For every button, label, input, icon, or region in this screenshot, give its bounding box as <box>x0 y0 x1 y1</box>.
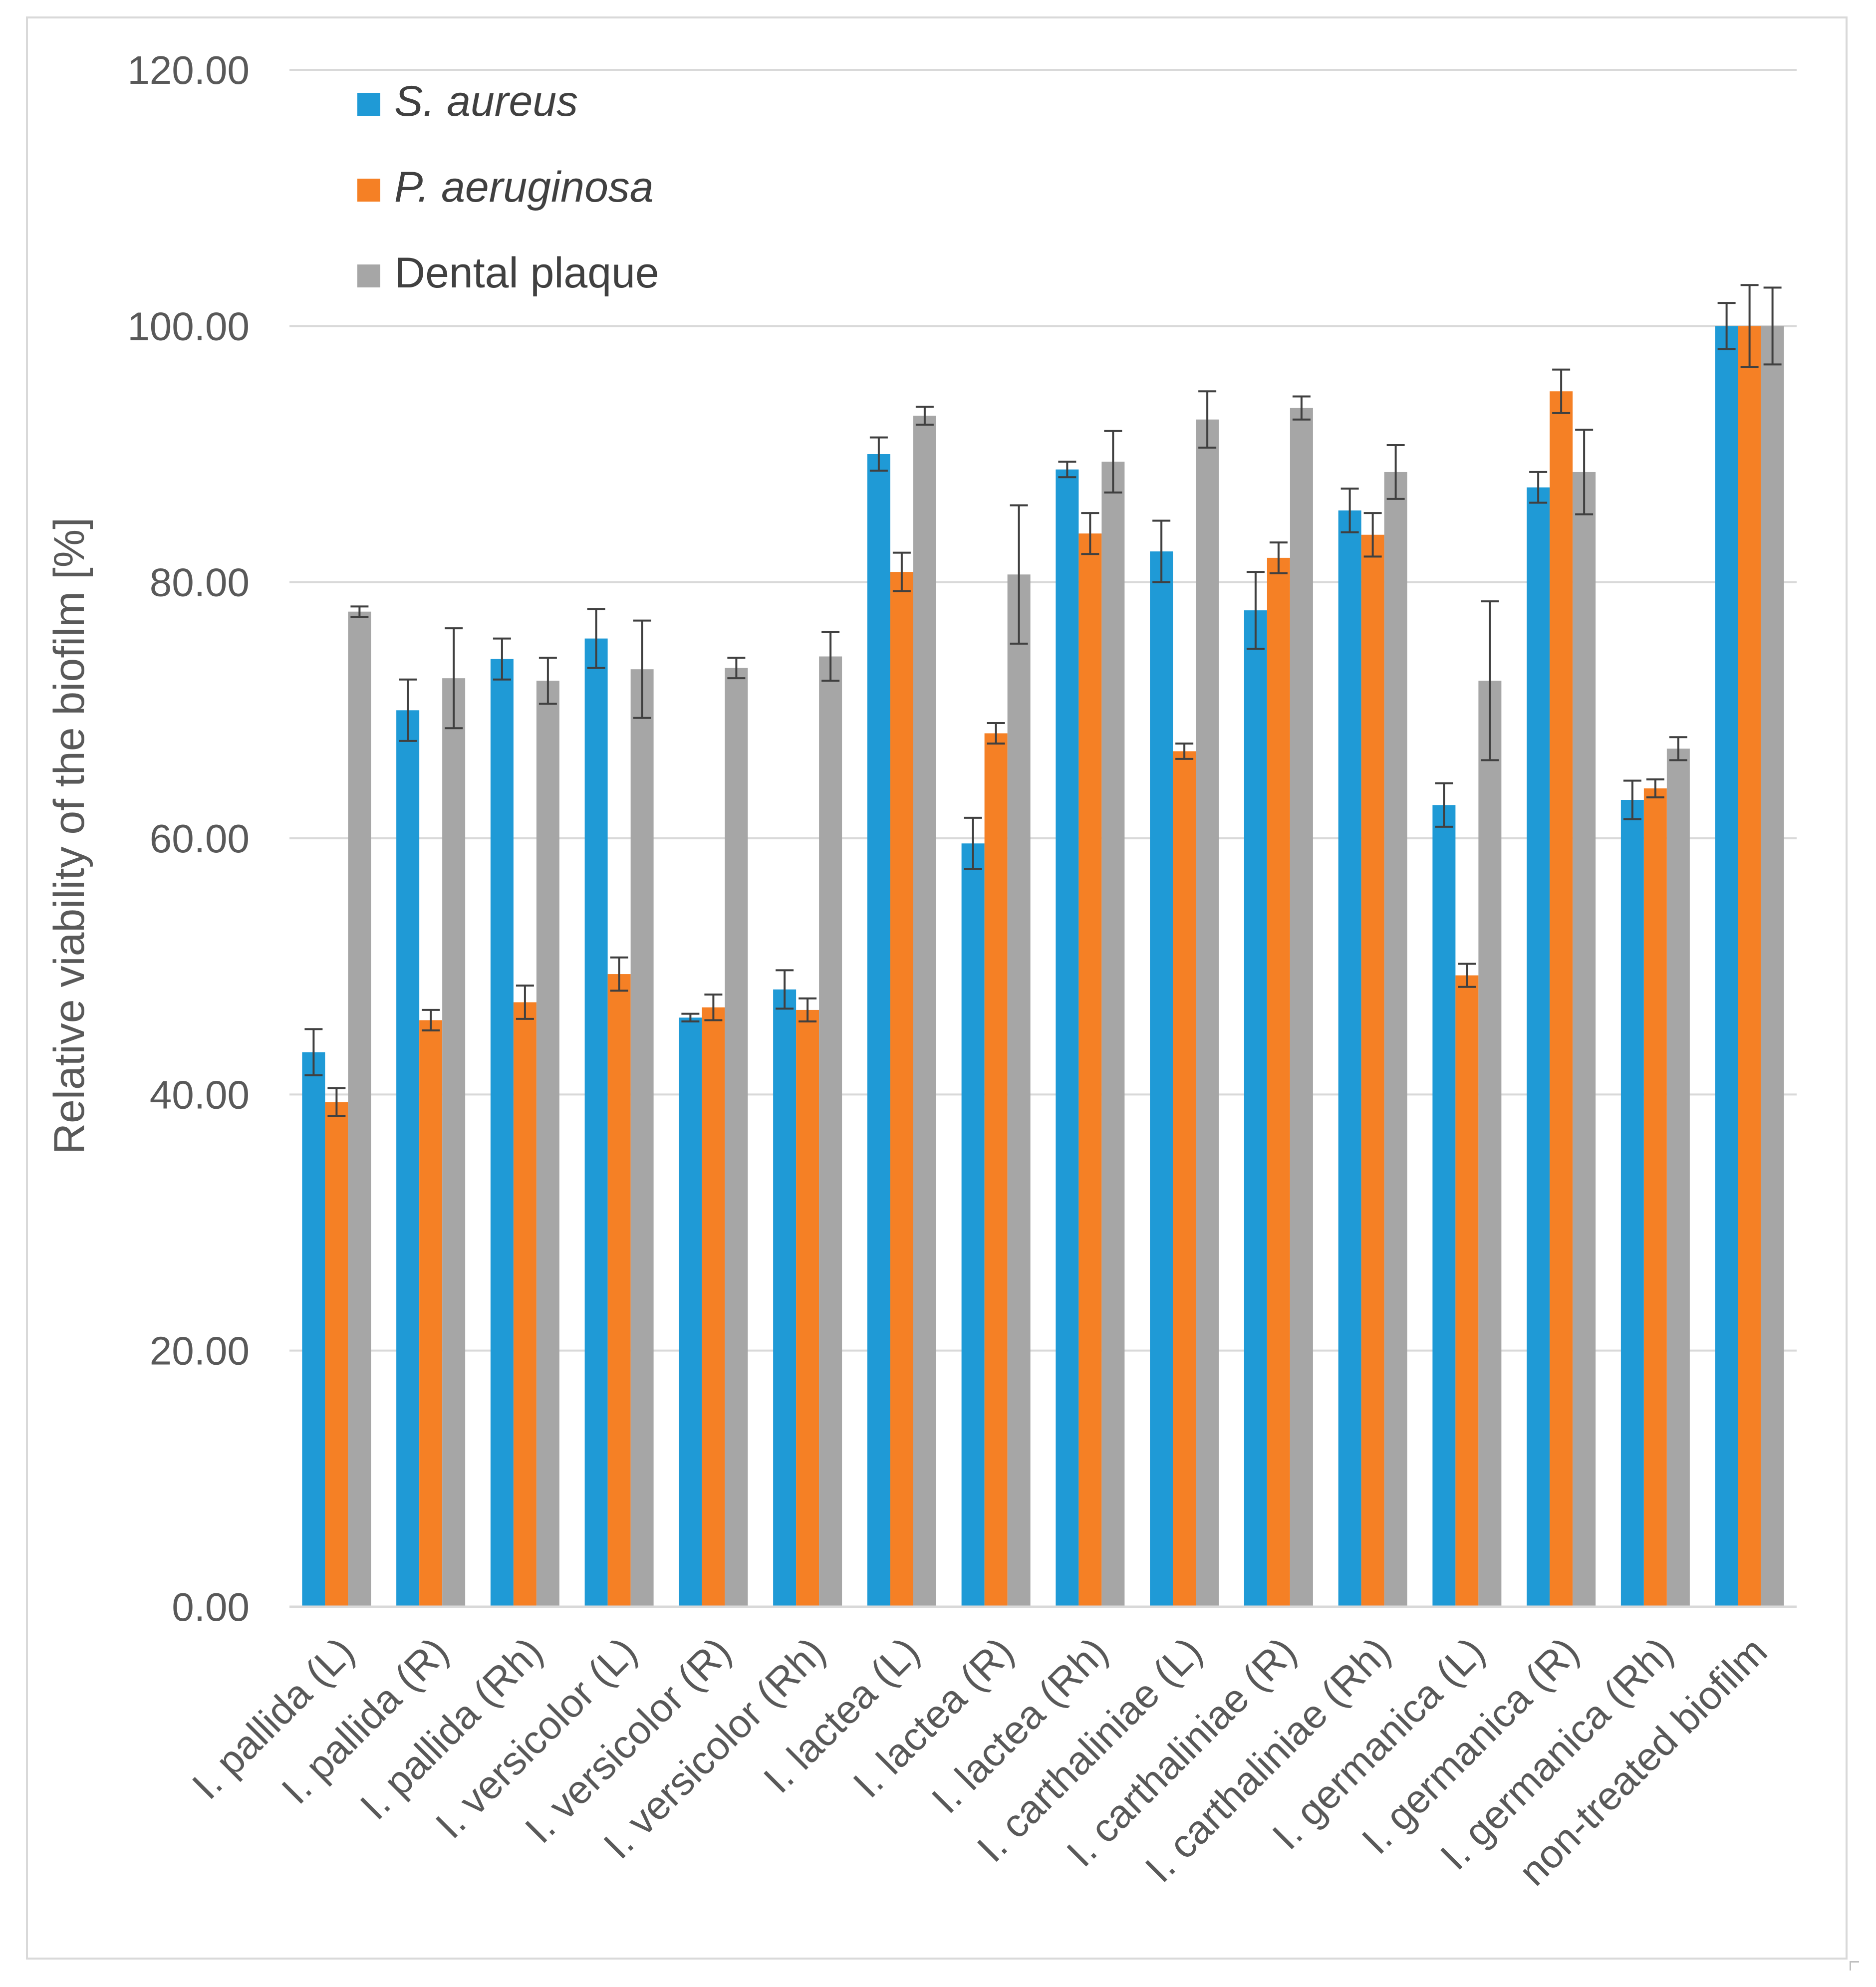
bar <box>867 454 890 1607</box>
bar <box>630 669 654 1607</box>
bar <box>396 710 420 1607</box>
bar <box>325 1102 348 1607</box>
y-tick-label: 20.00 <box>150 1329 250 1373</box>
bar <box>819 656 842 1607</box>
bar <box>1056 469 1079 1607</box>
bar <box>513 1002 536 1607</box>
category-labels: I. pallida (L)I. pallida (R)I. pallida (… <box>184 1629 1776 1894</box>
bar <box>702 1007 725 1607</box>
bar <box>419 1020 443 1607</box>
bar <box>584 638 608 1607</box>
bar <box>442 678 466 1607</box>
bar <box>302 1052 325 1607</box>
bar <box>890 572 913 1607</box>
bar <box>1761 326 1784 1607</box>
corner-mark <box>1850 1961 1859 1971</box>
y-axis-title: Relative viability of the biofilm [%] <box>45 517 93 1154</box>
y-tick-labels: 0.00 20.00 40.00 60.00 80.00 100.00 120.00 <box>127 48 250 1629</box>
bar <box>1384 472 1407 1607</box>
legend-swatch <box>357 264 380 287</box>
bar <box>984 733 1008 1607</box>
bar <box>490 659 514 1607</box>
bar <box>1196 419 1219 1607</box>
error-bars <box>304 284 1782 1117</box>
bar <box>1101 462 1125 1607</box>
bar <box>1338 510 1361 1607</box>
bar <box>1361 534 1384 1607</box>
legend-label: Dental plaque <box>394 249 659 297</box>
bar <box>1007 574 1031 1607</box>
y-tick-label: 100.00 <box>127 304 250 348</box>
bar <box>1643 788 1667 1607</box>
bar <box>961 843 985 1607</box>
y-tick-label: 60.00 <box>150 816 250 861</box>
bar <box>1738 326 1761 1607</box>
bar <box>1244 610 1267 1607</box>
y-tick-label: 40.00 <box>150 1072 250 1117</box>
bar <box>536 681 559 1607</box>
bar <box>1455 975 1479 1607</box>
bar <box>679 1017 702 1607</box>
y-tick-label: 80.00 <box>150 560 250 605</box>
bar <box>607 974 631 1607</box>
y-tick-label: 120.00 <box>127 48 250 92</box>
bar <box>913 416 936 1607</box>
bar <box>1620 800 1644 1607</box>
bar <box>1432 805 1456 1607</box>
legend-swatch <box>357 179 380 202</box>
legend: S. aureus P. aeruginosa Dental plaque <box>357 77 659 297</box>
bar <box>1150 551 1173 1607</box>
bar <box>1666 748 1690 1607</box>
bar <box>773 989 797 1607</box>
legend-label: P. aeruginosa <box>394 163 654 211</box>
bar <box>1078 533 1102 1607</box>
bar <box>796 1009 819 1607</box>
bar <box>1173 751 1196 1607</box>
bar <box>348 611 371 1607</box>
bar <box>1573 472 1596 1607</box>
legend-label: S. aureus <box>394 77 578 125</box>
y-tick-label: 0.00 <box>172 1585 250 1629</box>
bar <box>1290 408 1313 1607</box>
bars <box>302 326 1784 1607</box>
bar <box>1478 681 1502 1607</box>
legend-swatch <box>357 93 380 116</box>
bar <box>1715 326 1738 1607</box>
bar <box>1550 391 1573 1607</box>
bar <box>1527 487 1550 1607</box>
bar <box>1267 557 1290 1607</box>
bar <box>725 668 748 1607</box>
